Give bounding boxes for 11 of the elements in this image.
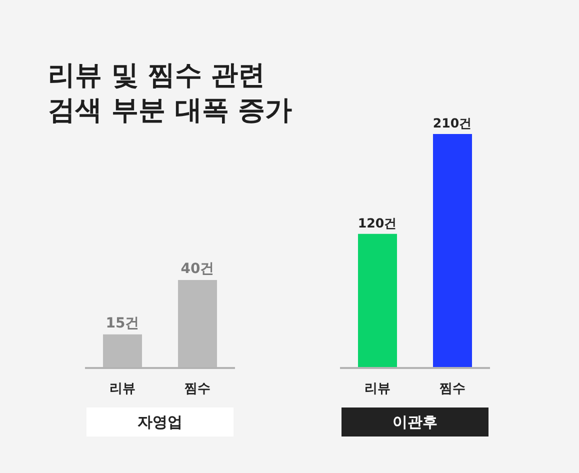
- x-tick-label: 리뷰: [110, 381, 136, 396]
- data-label: 210건: [432, 115, 472, 130]
- x-tick-label: 찜수: [440, 381, 466, 396]
- data-label: 15건: [106, 315, 140, 332]
- data-label: 40건: [180, 261, 214, 278]
- x-tick-label: 찜수: [184, 381, 210, 396]
- x-tick-label: 리뷰: [364, 381, 390, 396]
- x-axis-title: 자영업: [138, 413, 182, 431]
- chart-title: 리뷰 및 찜수 관련 검색 부분 대폭 증가: [48, 60, 292, 126]
- x-axis-title: 이관후: [392, 413, 438, 431]
- data-label: 120건: [358, 215, 398, 230]
